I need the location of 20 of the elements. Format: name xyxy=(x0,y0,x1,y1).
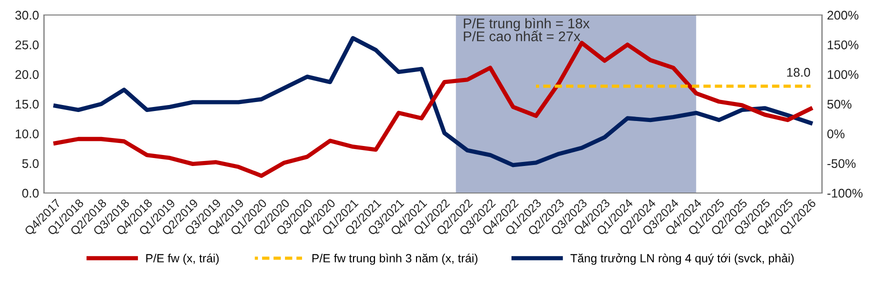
legend-label: P/E fw (x, trái) xyxy=(146,254,219,265)
y2-tick-label: 0% xyxy=(827,129,844,138)
y2-tick-label: 150% xyxy=(828,40,858,50)
y-tick-label: 20.0 xyxy=(15,70,39,79)
y-tick-label: 30.0 xyxy=(15,10,39,20)
legend-label: Tăng trưởng LN ròng 4 quý tới (svck, phải) xyxy=(570,253,794,265)
y-tick-label: 25.0 xyxy=(15,40,39,50)
y2-tick-label: -50% xyxy=(827,159,856,168)
y-tick-label: 5.0 xyxy=(22,159,39,168)
y-tick-label: 15.0 xyxy=(16,100,39,109)
y2-tick-label: 200% xyxy=(827,10,858,20)
y2-tick-label: 50% xyxy=(827,100,852,109)
y-tick-label: 10.0 xyxy=(16,129,39,138)
y-tick-label: 0.0 xyxy=(22,188,39,198)
legend-label: P/E fw trung bình 3 năm (x, trái) xyxy=(312,254,478,265)
y2-tick-label: -100% xyxy=(827,188,863,198)
data-label: 18.0 xyxy=(787,68,810,77)
annotation: P/E trung bình = 18x xyxy=(464,18,590,32)
annotation: P/E cao nhất = 27x xyxy=(464,30,580,42)
y2-tick-label: 100% xyxy=(828,70,858,79)
